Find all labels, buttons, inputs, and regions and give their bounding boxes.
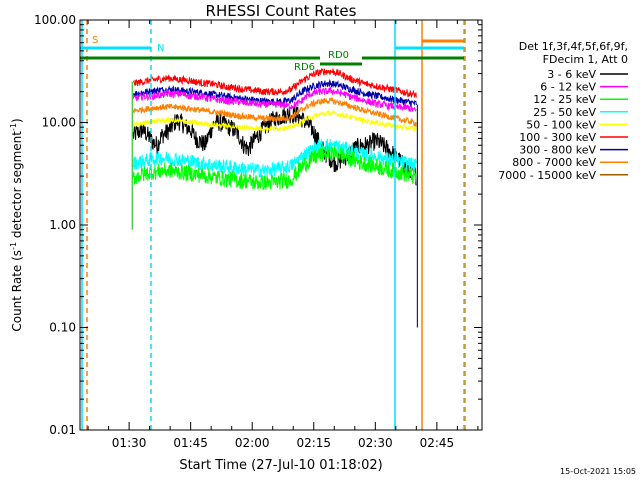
- series-line-50-100keV: [132, 109, 417, 133]
- y-axis-label-sup-1: -1: [9, 242, 18, 250]
- legend-label: 800 - 7000 keV: [512, 156, 596, 169]
- saa-label: S: [92, 35, 98, 46]
- legend-header-1: Det 1f,3f,4f,5f,6f,9f,: [519, 40, 628, 53]
- legend: Det 1f,3f,4f,5f,6f,9f, FDecim 1, Att 0 3…: [498, 40, 628, 182]
- legend-header-2: FDecim 1, Att 0: [543, 53, 628, 66]
- legend-label: 6 - 12 keV: [540, 81, 596, 94]
- y-axis-label: Count Rate (s-1 detector segment-1): [9, 118, 24, 331]
- legend-label: 50 - 100 keV: [526, 118, 596, 131]
- x-tick-label: 02:15: [296, 436, 331, 450]
- series-line-25-50keV: [132, 138, 417, 179]
- y-tick-label: 10.00: [42, 116, 76, 130]
- y-tick-label: 0.10: [49, 321, 76, 335]
- x-tick-label: 01:30: [112, 436, 147, 450]
- x-tick-label: 02:45: [420, 436, 455, 450]
- legend-label: 300 - 800 keV: [519, 144, 596, 157]
- rd0-label: RD0: [328, 50, 349, 61]
- series-line-800-7000keV: [132, 96, 417, 128]
- x-tick-label: 01:45: [173, 436, 208, 450]
- night-label: N: [157, 43, 164, 54]
- series-layer: [131, 67, 418, 328]
- chart-title: RHESSI Count Rates: [206, 2, 357, 20]
- y-axis-label-sup-2: -1: [9, 123, 18, 131]
- legend-label: 100 - 300 keV: [519, 131, 596, 144]
- series-line-300-800keV: [132, 78, 417, 108]
- legend-label: 7000 - 15000 keV: [498, 169, 596, 182]
- legend-label: 12 - 25 keV: [533, 93, 596, 106]
- series-line-100-300keV: [132, 67, 417, 98]
- legend-label: 3 - 6 keV: [547, 68, 596, 81]
- series-line-12-25keV: [132, 145, 417, 191]
- x-tick-label: 02:00: [235, 436, 270, 450]
- series-line-3-6keV: [132, 106, 417, 186]
- rd6-label: RD6: [294, 62, 315, 73]
- y-axis-label-part-1: Count Rate (s: [10, 250, 24, 332]
- y-axis-label-part-2: detector segment: [10, 131, 24, 242]
- footer-timestamp: 15-Oct-2021 15:05: [560, 467, 636, 476]
- y-tick-label: 1.00: [49, 218, 76, 232]
- axis-layer: 0.01 0.10 1.00 10.00 100.00 01:30 01:45 02:00 02…: [34, 13, 482, 450]
- y-tick-label: 0.01: [49, 423, 76, 437]
- y-axis-label-part-3: ): [10, 118, 24, 123]
- plot-background: [80, 20, 482, 430]
- series-line-6-12keV: [132, 86, 417, 112]
- legend-label: 25 - 50 keV: [533, 106, 596, 119]
- y-tick-label: 100.00: [34, 13, 76, 27]
- x-axis-label: Start Time (27-Jul-10 01:18:02): [179, 458, 382, 473]
- x-tick-label: 02:30: [358, 436, 393, 450]
